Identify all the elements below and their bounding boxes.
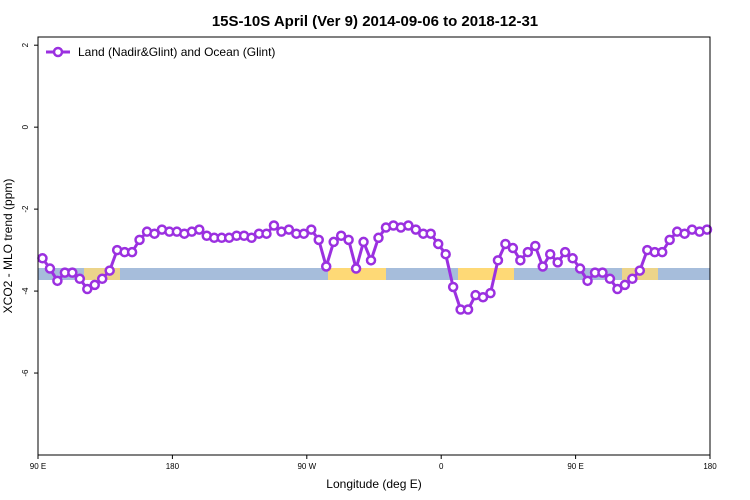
x-tick-label: 90 E	[567, 462, 583, 471]
data-point	[664, 234, 675, 246]
data-point	[37, 253, 48, 264]
data-point	[477, 291, 489, 303]
data-point	[134, 234, 145, 246]
data-point	[268, 220, 280, 231]
y-tick-label: 0	[21, 124, 30, 129]
data-point	[619, 279, 631, 291]
data-point	[530, 240, 541, 252]
y-tick-label: 2	[21, 42, 30, 47]
data-point	[701, 224, 713, 235]
data-point	[656, 246, 668, 258]
data-point	[425, 228, 436, 239]
data-point	[358, 236, 369, 248]
chart-title: 15S-10S April (Ver 9) 2014-09-06 to 2018…	[212, 13, 538, 30]
x-tick-label: 180	[166, 462, 180, 471]
data-point	[403, 220, 414, 231]
data-point	[552, 257, 563, 268]
data-point	[149, 228, 160, 239]
data-point	[246, 232, 257, 244]
x-tick-label: 90 W	[297, 462, 316, 471]
data-point	[320, 261, 332, 272]
data-point	[306, 224, 317, 235]
data-point	[328, 236, 339, 248]
data-point	[261, 228, 272, 239]
data-point	[462, 304, 474, 315]
data-point	[559, 246, 571, 258]
x-tick-label: 0	[439, 462, 444, 471]
data-point	[612, 283, 623, 295]
data-point	[500, 238, 511, 250]
x-tick-label: 90 E	[30, 462, 46, 471]
data-point	[283, 224, 295, 235]
data-point	[126, 246, 138, 258]
data-point	[582, 275, 593, 287]
data-point	[492, 255, 504, 266]
data-point	[515, 255, 526, 266]
data-point	[485, 287, 496, 299]
data-point	[410, 224, 422, 235]
data-point	[343, 234, 354, 246]
data-point	[567, 253, 578, 264]
data-point	[634, 265, 646, 276]
data-point	[432, 238, 444, 250]
data-point	[597, 267, 608, 278]
data-point	[544, 248, 556, 260]
data-point	[313, 234, 324, 246]
y-tick-label: -6	[21, 369, 30, 377]
data-point	[89, 279, 100, 291]
y-axis-label: XCO2 - MLO trend (ppm)	[1, 179, 15, 314]
y-tick-label: -4	[21, 287, 30, 295]
legend-marker	[52, 46, 64, 58]
data-point	[298, 228, 310, 239]
legend: Land (Nadir&Glint) and Ocean (Glint)	[46, 45, 275, 59]
y-tick-label: -2	[21, 205, 30, 213]
data-point	[507, 242, 519, 254]
data-point	[82, 283, 93, 295]
data-point	[522, 246, 534, 258]
data-point	[44, 263, 56, 274]
data-point	[373, 232, 384, 244]
data-point	[537, 261, 548, 272]
data-point	[52, 275, 63, 287]
data-point	[350, 263, 362, 274]
plot-frame	[37, 36, 711, 456]
data-point	[574, 263, 586, 274]
x-axis-label: Longitude (deg E)	[326, 477, 421, 491]
data-point	[627, 273, 638, 285]
data-point	[67, 267, 78, 278]
data-point	[74, 273, 86, 285]
data-point	[194, 224, 205, 235]
data-point	[440, 248, 451, 260]
data-point	[335, 230, 347, 242]
data-point	[365, 255, 377, 266]
data-point	[104, 265, 115, 276]
x-tick-label: 180	[703, 462, 717, 471]
data-point	[679, 228, 690, 239]
data-point	[96, 273, 108, 285]
legend-label: Land (Nadir&Glint) and Ocean (Glint)	[78, 45, 275, 59]
data-point	[604, 273, 616, 285]
data-point	[447, 281, 459, 293]
